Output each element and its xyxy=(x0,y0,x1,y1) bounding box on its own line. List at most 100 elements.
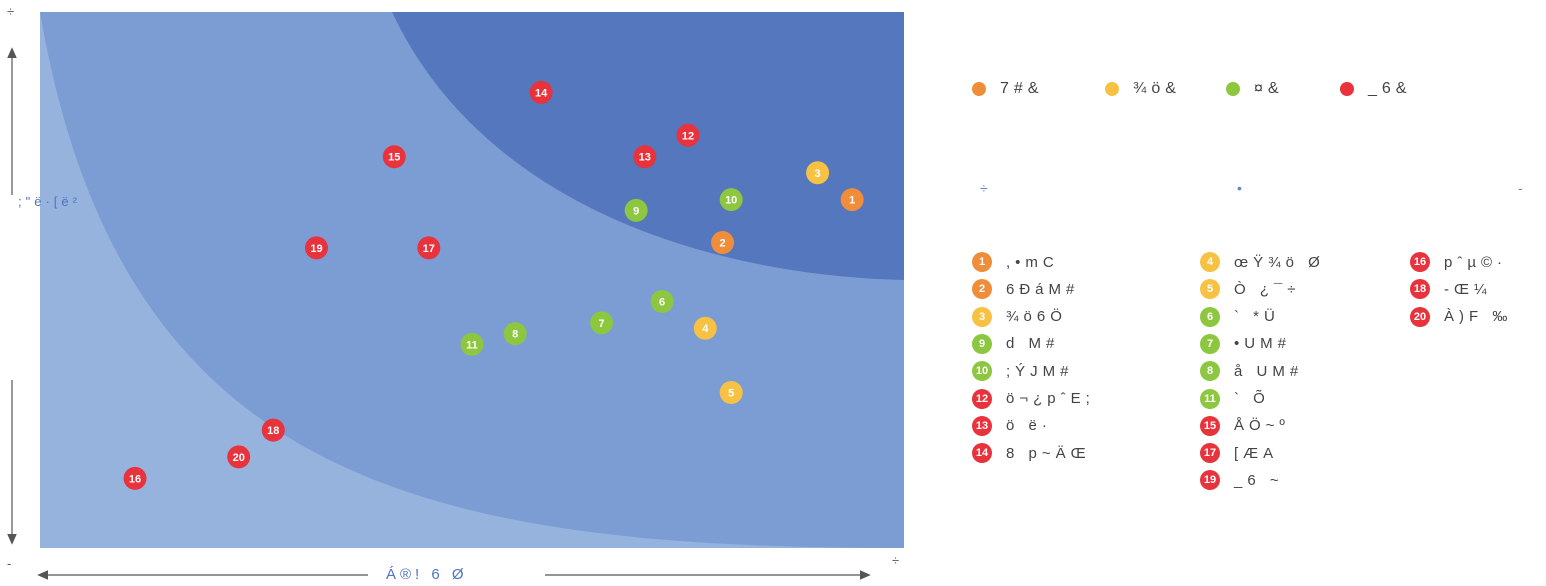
legend-badge: 5 xyxy=(1200,279,1220,300)
legend-label: ö¬¿pˆE; xyxy=(1006,390,1095,407)
category-item: ¤& xyxy=(1226,80,1284,98)
data-point[interactable]: 16 xyxy=(123,466,147,490)
legend-badge: 17 xyxy=(1200,443,1220,464)
data-point-id: 18 xyxy=(267,425,279,437)
legend-badge: 1 xyxy=(972,252,992,272)
data-point[interactable]: 7 xyxy=(590,311,614,335)
data-point[interactable]: 1 xyxy=(840,188,864,212)
data-point[interactable]: 4 xyxy=(693,316,717,340)
category-label: ¾ö& xyxy=(1133,80,1181,97)
legend-item: 9 d M# xyxy=(972,333,1059,355)
legend-label: [ÆA xyxy=(1234,444,1279,462)
data-point[interactable]: 6 xyxy=(650,289,674,313)
legend-label: ÅÖ~º xyxy=(1234,417,1290,435)
legend-label: ö ë· xyxy=(1006,417,1052,435)
legend-label: ` *Ü xyxy=(1234,308,1280,326)
data-point-id: 20 xyxy=(233,452,245,464)
legend-item: 7 •UM# xyxy=(1200,333,1291,355)
legend-badge: 9 xyxy=(972,333,992,354)
data-point[interactable]: 20 xyxy=(227,445,251,469)
data-point-marker xyxy=(503,322,527,346)
legend-item: 12 ö¬¿pˆE; xyxy=(972,388,1095,410)
data-point-id: 8 xyxy=(512,329,518,341)
data-point-marker xyxy=(806,161,830,185)
legend-item: 10 ;ÝJM# xyxy=(972,360,1074,382)
data-point[interactable]: 18 xyxy=(261,418,285,442)
data-point[interactable]: 17 xyxy=(417,236,441,260)
legend-badge: 3 xyxy=(972,306,992,327)
data-point-id: 5 xyxy=(728,388,734,400)
legend-label: ;ÝJM# xyxy=(1006,362,1074,380)
data-point-id: 2 xyxy=(719,237,725,249)
legend-label: •UM# xyxy=(1234,335,1291,353)
category-dot-icon xyxy=(1105,82,1119,96)
data-point-marker xyxy=(304,236,328,260)
category-label: 7#& xyxy=(1000,80,1044,97)
y-axis-label: ;"ë·[ë² xyxy=(18,194,81,209)
zone-label-mid: • xyxy=(1237,180,1242,196)
data-point-id: 19 xyxy=(310,243,322,255)
data-point[interactable]: 15 xyxy=(382,145,406,169)
legend-item: 15 ÅÖ~º xyxy=(1200,415,1290,437)
legend-badge: 19 xyxy=(1200,470,1220,491)
category-label: _6& xyxy=(1368,80,1412,97)
data-point-marker xyxy=(840,188,864,212)
data-point-id: 11 xyxy=(466,339,478,351)
data-point-id: 17 xyxy=(423,243,435,255)
data-point-id: 6 xyxy=(659,296,665,308)
legend-label: œŸ¾ö Ø xyxy=(1234,253,1325,271)
data-point-id: 13 xyxy=(639,152,651,164)
data-point[interactable]: 10 xyxy=(719,188,743,212)
legend-badge: 7 xyxy=(1200,333,1220,354)
data-point[interactable]: 2 xyxy=(711,230,735,254)
data-point-marker xyxy=(711,230,735,254)
legend-badge: 16 xyxy=(1410,252,1430,272)
legend-label: -Œ¼ xyxy=(1444,280,1492,298)
legend-badge: 6 xyxy=(1200,306,1220,327)
legend-item: 5 Ò ¿¯÷ xyxy=(1200,278,1301,300)
data-point-marker xyxy=(676,123,700,147)
legend-item: 6 ` *Ü xyxy=(1200,306,1280,328)
data-point-marker xyxy=(624,198,648,222)
data-point[interactable]: 9 xyxy=(624,198,648,222)
category-label: ¤& xyxy=(1254,80,1284,97)
legend-item: 11 ` Õ xyxy=(1200,388,1270,410)
data-point[interactable]: 19 xyxy=(304,236,328,260)
data-point-marker xyxy=(460,332,484,356)
data-point-marker xyxy=(590,311,614,335)
data-point-id: 16 xyxy=(129,473,141,485)
legend-label: å UM# xyxy=(1234,362,1304,380)
data-point[interactable]: 3 xyxy=(806,161,830,185)
data-point[interactable]: 14 xyxy=(529,80,553,104)
data-point[interactable]: 5 xyxy=(719,381,743,405)
legend-label: ¾ö6Ö xyxy=(1006,308,1067,326)
legend-item: 13 ö ë· xyxy=(972,415,1052,437)
legend-badge: 14 xyxy=(972,443,992,464)
data-point-id: 14 xyxy=(535,87,548,99)
data-point-marker xyxy=(227,445,251,469)
legend-badge: 12 xyxy=(972,388,992,409)
legend-badge: 18 xyxy=(1410,279,1430,300)
legend-label: 8 p~ÄŒ xyxy=(1006,444,1091,462)
data-point[interactable]: 12 xyxy=(676,123,700,147)
legend-label: pˆµ©· xyxy=(1444,253,1508,271)
legend-label: 6ÐáM# xyxy=(1006,280,1080,298)
zone-label-right: - xyxy=(1518,180,1523,196)
data-point-id: 12 xyxy=(682,130,694,142)
data-point-id: 1 xyxy=(849,195,855,207)
data-point-marker xyxy=(529,80,553,104)
legend-badge: 11 xyxy=(1200,388,1220,409)
legend-item: 3 ¾ö6Ö xyxy=(972,306,1067,328)
data-point-id: 15 xyxy=(388,152,400,164)
legend-badge: 2 xyxy=(972,279,992,300)
data-point[interactable]: 13 xyxy=(633,145,657,169)
x-axis-right-label: ÷ xyxy=(892,553,900,568)
data-point-id: 3 xyxy=(815,168,821,180)
data-point[interactable]: 8 xyxy=(503,322,527,346)
y-axis-top-label: ÷ xyxy=(7,4,15,19)
data-point[interactable]: 11 xyxy=(460,332,484,356)
data-point-id: 9 xyxy=(633,205,639,217)
legend-badge: 8 xyxy=(1200,361,1220,382)
legend-item: 20 À)F ‰ xyxy=(1410,306,1512,328)
legend-label: Ò ¿¯÷ xyxy=(1234,280,1301,298)
